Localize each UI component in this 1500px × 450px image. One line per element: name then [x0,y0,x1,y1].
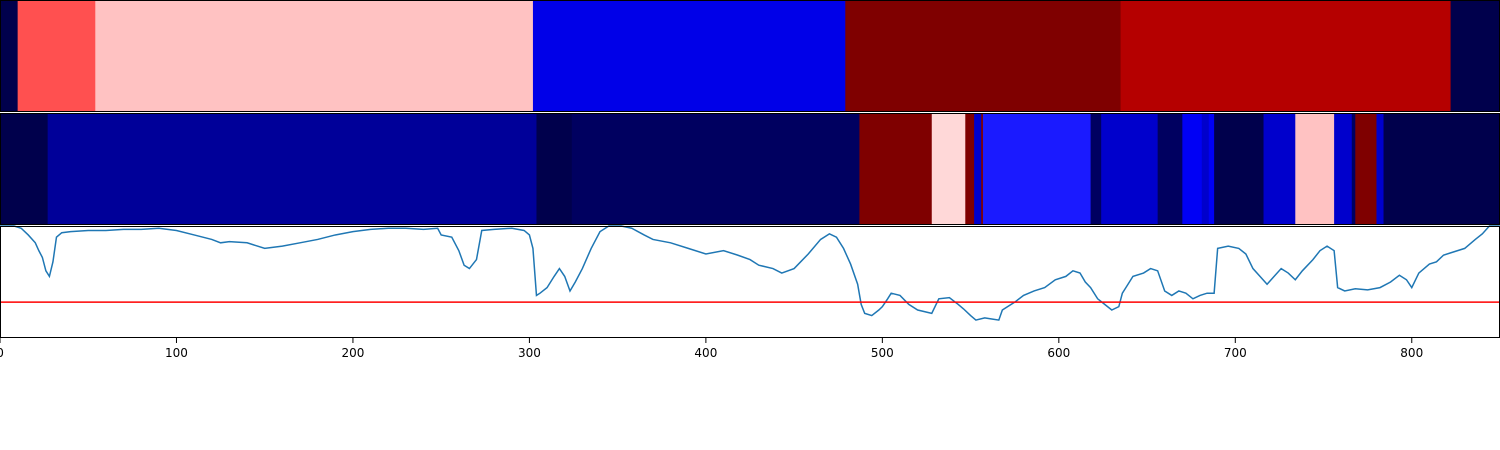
heatmap-segment-2-1 [0,113,49,225]
heatmap-segment-2-6 [931,113,966,225]
heatmap-segment-2-21 [1351,113,1356,225]
heatmap-segment-2-7 [965,113,975,225]
heatmap-segment-2-23 [1376,113,1385,225]
heatmap-segment-1-7 [1450,0,1500,112]
x-tick-label-9: 800 [1400,346,1423,360]
heatmap-segment-2-13 [1157,113,1183,225]
x-tick-label-6: 500 [871,346,894,360]
heatmap-segment-2-16 [1208,113,1215,225]
heatmap-segment-2-14 [1182,113,1203,225]
heatmap-segment-1-2 [17,0,96,112]
x-axis: 0 100 200 300 400 500 600 700 800 [0,338,1423,360]
x-tick-label-2: 100 [165,346,188,360]
heatmap-segment-2-8 [974,113,982,225]
heatmap-track-1 [0,0,1500,112]
x-tick-label-1: 0 [0,346,4,360]
heatmap-segment-1-1 [0,0,19,112]
heatmap-segment-2-18 [1263,113,1296,225]
heatmap-segment-2-9 [981,113,984,225]
series-line [0,225,1500,321]
heatmap-segment-1-4 [532,0,846,112]
heatmap-segment-2-10 [982,113,1092,225]
heatmap-segment-2-15 [1201,113,1210,225]
heatmap-segment-2-4 [571,113,860,225]
heatmap-segment-1-6 [1120,0,1452,112]
heatmap-segment-2-17 [1214,113,1265,225]
panel-frame-3 [0,226,1500,338]
heatmap-segment-2-22 [1355,113,1377,225]
heatmap-segment-2-20 [1334,113,1353,225]
x-tick-label-5: 400 [694,346,717,360]
heatmap-track-2 [0,113,1500,225]
heatmap-segment-2-2 [47,113,537,225]
heatmap-segment-2-11 [1090,113,1102,225]
heatmap-segment-2-3 [536,113,573,225]
heatmap-segment-2-5 [859,113,933,225]
line-panel [0,225,1500,321]
heatmap-segment-1-3 [95,0,534,112]
x-tick-label-3: 200 [341,346,364,360]
heatmap-segment-2-24 [1383,113,1500,225]
x-tick-label-4: 300 [518,346,541,360]
x-tick-label-8: 700 [1224,346,1247,360]
heatmap-segment-1-5 [845,0,1122,112]
heatmap-segment-2-12 [1101,113,1159,225]
heatmap-segment-2-19 [1295,113,1335,225]
x-tick-label-7: 600 [1047,346,1070,360]
